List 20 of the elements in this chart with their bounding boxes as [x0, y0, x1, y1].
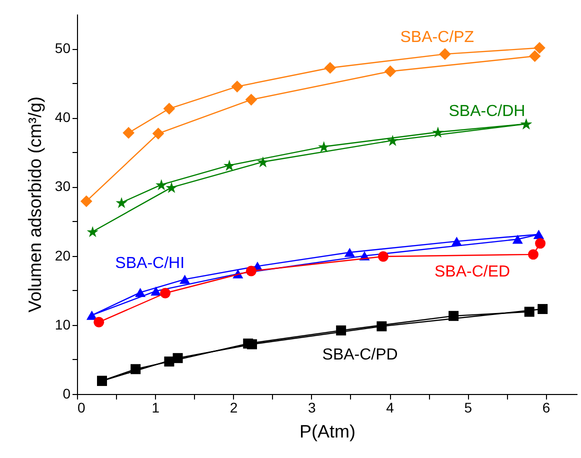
x-tick-label: 6 [542, 400, 550, 416]
x-tick-label: 3 [308, 400, 316, 416]
y-tick-label: 30 [54, 178, 71, 194]
series-label: SBA-C/DH [448, 103, 526, 120]
x-tick-label: 2 [230, 400, 238, 416]
x-axis-title: P(Atm) [300, 422, 356, 442]
x-tick-label: 1 [152, 400, 160, 416]
y-tick-label: 40 [54, 109, 71, 126]
x-tick-label: 0 [78, 400, 86, 416]
series-label: SBA-C/ED [434, 264, 510, 281]
x-tick-label: 4 [386, 400, 394, 416]
series-label: SBA-C/PZ [400, 28, 474, 46]
series-label: SBA-C/PD [322, 346, 398, 364]
y-tick-label: 50 [54, 40, 71, 56]
y-tick-label: 10 [54, 316, 71, 332]
y-tick-label: 20 [54, 247, 71, 264]
x-tick-label: 5 [464, 400, 472, 416]
y-tick-label: 0 [62, 386, 71, 402]
series-label: SBA-C/HI [115, 255, 185, 272]
y-axis-title: Volumen adsorbido (cm³/g) [24, 96, 45, 313]
